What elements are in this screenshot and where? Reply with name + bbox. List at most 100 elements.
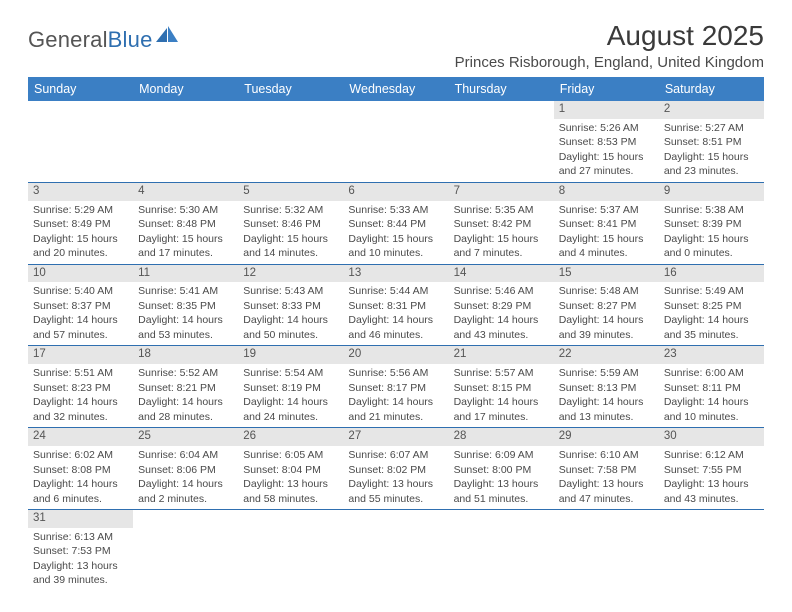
day-number: 1 <box>554 101 659 119</box>
day-details: Sunrise: 5:52 AMSunset: 8:21 PMDaylight:… <box>133 364 238 427</box>
sunset-text: Sunset: 8:04 PM <box>243 463 338 477</box>
calendar-day-cell: 21Sunrise: 5:57 AMSunset: 8:15 PMDayligh… <box>449 346 554 428</box>
sunset-text: Sunset: 8:27 PM <box>559 299 654 313</box>
day-number: 23 <box>659 346 764 364</box>
day-details: Sunrise: 5:33 AMSunset: 8:44 PMDaylight:… <box>343 201 448 264</box>
sunset-text: Sunset: 8:21 PM <box>138 381 233 395</box>
daylight-text: and 10 minutes. <box>664 410 759 424</box>
day-number: 22 <box>554 346 659 364</box>
daylight-text: Daylight: 14 hours <box>33 477 128 491</box>
calendar-day-cell: 23Sunrise: 6:00 AMSunset: 8:11 PMDayligh… <box>659 346 764 428</box>
sunset-text: Sunset: 8:44 PM <box>348 217 443 231</box>
daylight-text: and 39 minutes. <box>559 328 654 342</box>
daylight-text: and 43 minutes. <box>454 328 549 342</box>
sunset-text: Sunset: 7:58 PM <box>559 463 654 477</box>
sunset-text: Sunset: 8:49 PM <box>33 217 128 231</box>
daylight-text: and 17 minutes. <box>454 410 549 424</box>
calendar-day-cell: 15Sunrise: 5:48 AMSunset: 8:27 PMDayligh… <box>554 264 659 346</box>
calendar-week-row: 10Sunrise: 5:40 AMSunset: 8:37 PMDayligh… <box>28 264 764 346</box>
day-header: Wednesday <box>343 77 448 101</box>
daylight-text: and 13 minutes. <box>559 410 654 424</box>
day-header: Friday <box>554 77 659 101</box>
sunrise-text: Sunrise: 6:00 AM <box>664 366 759 380</box>
sunset-text: Sunset: 8:39 PM <box>664 217 759 231</box>
daylight-text: and 51 minutes. <box>454 492 549 506</box>
sunset-text: Sunset: 8:41 PM <box>559 217 654 231</box>
daylight-text: Daylight: 14 hours <box>454 313 549 327</box>
daylight-text: and 17 minutes. <box>138 246 233 260</box>
day-number: 28 <box>449 428 554 446</box>
sunrise-text: Sunrise: 5:57 AM <box>454 366 549 380</box>
day-details: Sunrise: 5:43 AMSunset: 8:33 PMDaylight:… <box>238 282 343 345</box>
calendar-day-cell <box>343 509 448 590</box>
day-details: Sunrise: 5:51 AMSunset: 8:23 PMDaylight:… <box>28 364 133 427</box>
sunset-text: Sunset: 8:29 PM <box>454 299 549 313</box>
calendar-day-cell: 25Sunrise: 6:04 AMSunset: 8:06 PMDayligh… <box>133 428 238 510</box>
sunrise-text: Sunrise: 6:12 AM <box>664 448 759 462</box>
sunset-text: Sunset: 8:08 PM <box>33 463 128 477</box>
day-number: 31 <box>28 510 133 528</box>
daylight-text: Daylight: 14 hours <box>664 395 759 409</box>
daylight-text: and 47 minutes. <box>559 492 654 506</box>
calendar-day-cell <box>28 101 133 182</box>
day-header-row: Sunday Monday Tuesday Wednesday Thursday… <box>28 77 764 101</box>
day-details: Sunrise: 6:02 AMSunset: 8:08 PMDaylight:… <box>28 446 133 509</box>
logo-word1: General <box>28 27 108 52</box>
sunset-text: Sunset: 8:23 PM <box>33 381 128 395</box>
day-details: Sunrise: 5:37 AMSunset: 8:41 PMDaylight:… <box>554 201 659 264</box>
month-title: August 2025 <box>455 20 764 52</box>
calendar-week-row: 1Sunrise: 5:26 AMSunset: 8:53 PMDaylight… <box>28 101 764 182</box>
sunrise-text: Sunrise: 5:44 AM <box>348 284 443 298</box>
daylight-text: Daylight: 13 hours <box>664 477 759 491</box>
day-details: Sunrise: 6:05 AMSunset: 8:04 PMDaylight:… <box>238 446 343 509</box>
day-number: 11 <box>133 265 238 283</box>
daylight-text: Daylight: 14 hours <box>348 313 443 327</box>
day-number: 26 <box>238 428 343 446</box>
day-header: Saturday <box>659 77 764 101</box>
daylight-text: Daylight: 15 hours <box>664 232 759 246</box>
day-details: Sunrise: 6:04 AMSunset: 8:06 PMDaylight:… <box>133 446 238 509</box>
calendar-week-row: 31Sunrise: 6:13 AMSunset: 7:53 PMDayligh… <box>28 509 764 590</box>
daylight-text: and 53 minutes. <box>138 328 233 342</box>
sunrise-text: Sunrise: 6:04 AM <box>138 448 233 462</box>
day-details: Sunrise: 5:27 AMSunset: 8:51 PMDaylight:… <box>659 119 764 182</box>
calendar-day-cell <box>133 101 238 182</box>
calendar-day-cell: 5Sunrise: 5:32 AMSunset: 8:46 PMDaylight… <box>238 182 343 264</box>
sunset-text: Sunset: 8:42 PM <box>454 217 549 231</box>
calendar-day-cell: 9Sunrise: 5:38 AMSunset: 8:39 PMDaylight… <box>659 182 764 264</box>
day-details: Sunrise: 6:07 AMSunset: 8:02 PMDaylight:… <box>343 446 448 509</box>
sunset-text: Sunset: 8:48 PM <box>138 217 233 231</box>
day-details: Sunrise: 5:32 AMSunset: 8:46 PMDaylight:… <box>238 201 343 264</box>
calendar-day-cell: 10Sunrise: 5:40 AMSunset: 8:37 PMDayligh… <box>28 264 133 346</box>
daylight-text: and 20 minutes. <box>33 246 128 260</box>
day-number: 21 <box>449 346 554 364</box>
calendar-day-cell: 20Sunrise: 5:56 AMSunset: 8:17 PMDayligh… <box>343 346 448 428</box>
day-number: 17 <box>28 346 133 364</box>
day-details: Sunrise: 6:09 AMSunset: 8:00 PMDaylight:… <box>449 446 554 509</box>
sunrise-text: Sunrise: 5:27 AM <box>664 121 759 135</box>
sunset-text: Sunset: 8:00 PM <box>454 463 549 477</box>
day-number: 16 <box>659 265 764 283</box>
sunrise-text: Sunrise: 5:38 AM <box>664 203 759 217</box>
daylight-text: Daylight: 14 hours <box>138 395 233 409</box>
day-number: 4 <box>133 183 238 201</box>
sunset-text: Sunset: 8:51 PM <box>664 135 759 149</box>
day-number: 2 <box>659 101 764 119</box>
calendar-day-cell <box>449 101 554 182</box>
daylight-text: Daylight: 14 hours <box>138 477 233 491</box>
day-details: Sunrise: 5:48 AMSunset: 8:27 PMDaylight:… <box>554 282 659 345</box>
sunrise-text: Sunrise: 5:52 AM <box>138 366 233 380</box>
daylight-text: and 27 minutes. <box>559 164 654 178</box>
day-number: 24 <box>28 428 133 446</box>
location-subtitle: Princes Risborough, England, United King… <box>455 54 764 71</box>
daylight-text: and 35 minutes. <box>664 328 759 342</box>
day-header: Sunday <box>28 77 133 101</box>
calendar-day-cell: 4Sunrise: 5:30 AMSunset: 8:48 PMDaylight… <box>133 182 238 264</box>
sunset-text: Sunset: 8:19 PM <box>243 381 338 395</box>
day-details: Sunrise: 6:10 AMSunset: 7:58 PMDaylight:… <box>554 446 659 509</box>
daylight-text: and 58 minutes. <box>243 492 338 506</box>
day-number: 19 <box>238 346 343 364</box>
daylight-text: and 6 minutes. <box>33 492 128 506</box>
sunrise-text: Sunrise: 6:13 AM <box>33 530 128 544</box>
sunrise-text: Sunrise: 6:10 AM <box>559 448 654 462</box>
